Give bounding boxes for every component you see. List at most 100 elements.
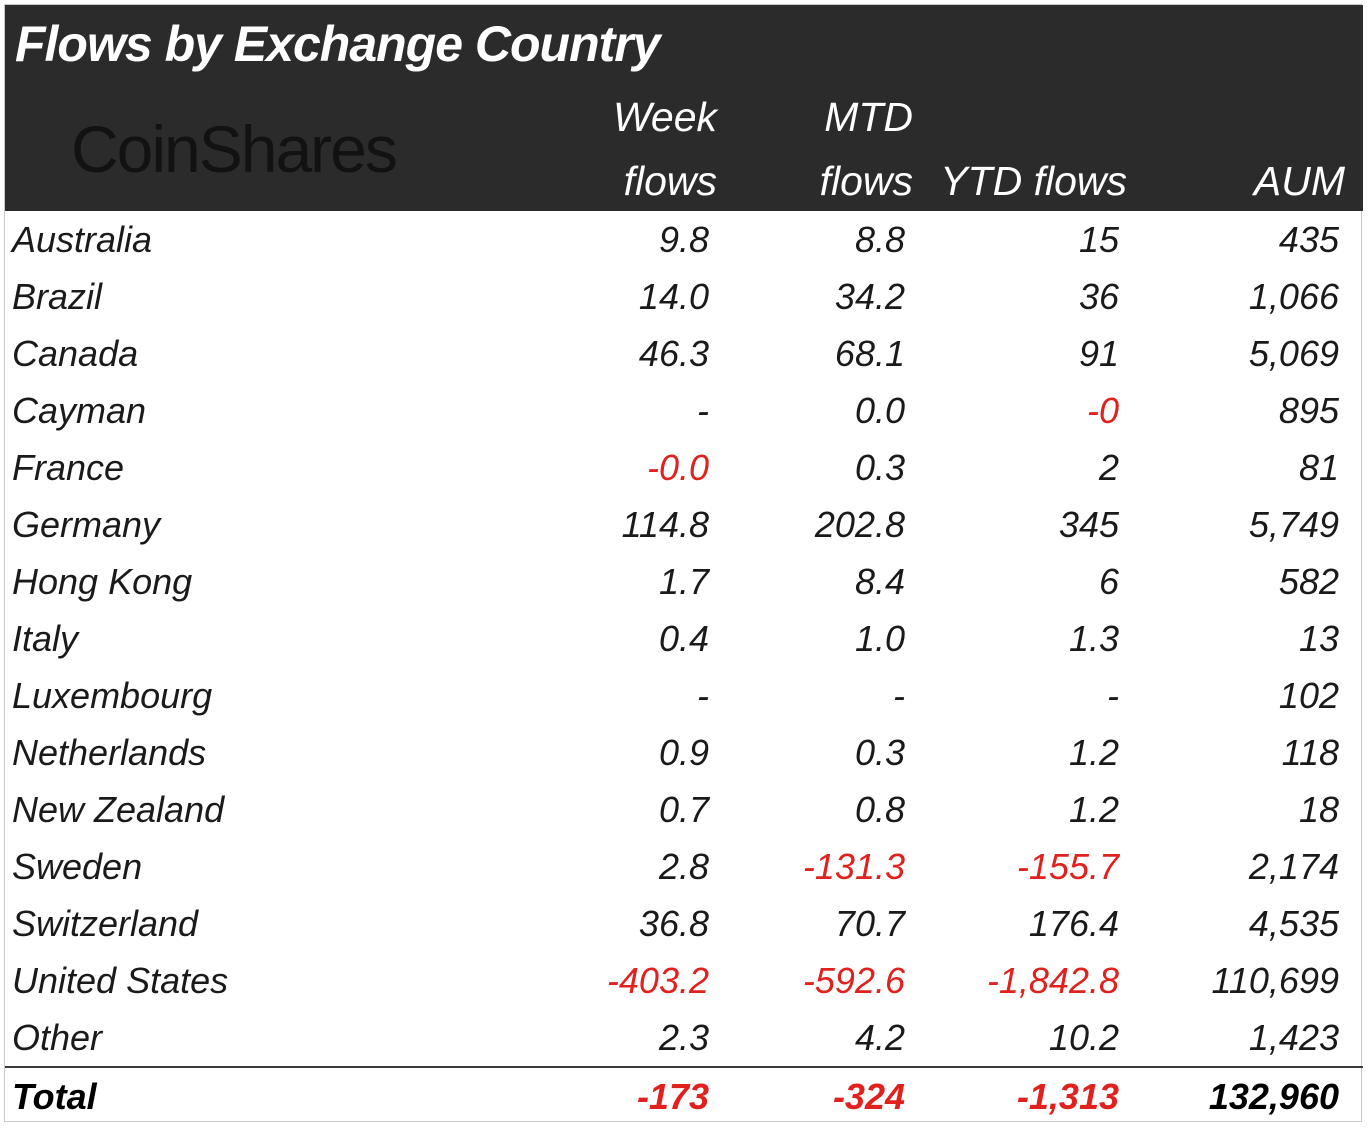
ytd-value: 91 bbox=[1078, 333, 1119, 374]
mtd-value: -131.3 bbox=[802, 846, 905, 887]
aum-value: 895 bbox=[1278, 390, 1339, 431]
mtd-value: 34.2 bbox=[834, 276, 905, 317]
country-name: Germany bbox=[12, 504, 161, 545]
total-aum-value: 132,960 bbox=[1208, 1076, 1339, 1117]
ytd-value: 1.2 bbox=[1068, 789, 1119, 830]
aum-value: 102 bbox=[1278, 675, 1339, 716]
table-row: Italy 0.4 1.0 1.3 13 bbox=[5, 610, 1363, 667]
column-header-ytd-flows: YTD flows bbox=[940, 149, 1127, 213]
week-value: 0.4 bbox=[658, 618, 709, 659]
total-week-value: -173 bbox=[636, 1076, 709, 1117]
column-header-week-line1: Week bbox=[612, 94, 717, 140]
table-row: United States -403.2 -592.6 -1,842.8 110,699 bbox=[5, 952, 1363, 1009]
total-label: Total bbox=[12, 1076, 97, 1117]
table-row: Canada 46.3 68.1 91 5,069 bbox=[5, 325, 1363, 382]
country-name: Switzerland bbox=[12, 903, 199, 944]
mtd-value: 0.8 bbox=[854, 789, 905, 830]
column-header-mtd-line2: flows bbox=[819, 158, 913, 204]
ytd-value: 10.2 bbox=[1048, 1017, 1119, 1058]
aum-value: 118 bbox=[1281, 732, 1339, 773]
aum-value: 5,069 bbox=[1248, 333, 1339, 374]
table-row: Netherlands 0.9 0.3 1.2 118 bbox=[5, 724, 1363, 781]
table-body: Australia 9.8 8.8 15 435 Brazil 14.0 34.2 36 1,06… bbox=[5, 211, 1363, 1124]
week-value: 114.8 bbox=[621, 504, 709, 545]
aum-value: 18 bbox=[1298, 789, 1339, 830]
table-row: Hong Kong 1.7 8.4 6 582 bbox=[5, 553, 1363, 610]
total-row: Total -173 -324 -1,313 132,960 bbox=[5, 1066, 1363, 1124]
coinshares-logo: CoinShares bbox=[71, 112, 398, 186]
week-value: 0.7 bbox=[658, 789, 709, 830]
table-row: Australia 9.8 8.8 15 435 bbox=[5, 211, 1363, 268]
column-header-ytd-label: YTD flows bbox=[940, 158, 1127, 204]
mtd-value: 4.2 bbox=[854, 1017, 905, 1058]
ytd-value: 36 bbox=[1078, 276, 1119, 317]
week-value: -403.2 bbox=[606, 960, 709, 1001]
aum-value: 13 bbox=[1298, 618, 1339, 659]
mtd-value: 0.3 bbox=[854, 447, 905, 488]
aum-value: 1,066 bbox=[1248, 276, 1339, 317]
column-header-aum-label: AUM bbox=[1253, 158, 1345, 204]
table-row: Luxembourg - - - 102 bbox=[5, 667, 1363, 724]
aum-value: 5,749 bbox=[1248, 504, 1339, 545]
aum-value: 1,423 bbox=[1248, 1017, 1339, 1058]
ytd-value: 1.3 bbox=[1068, 618, 1119, 659]
table-row: New Zealand 0.7 0.8 1.2 18 bbox=[5, 781, 1363, 838]
ytd-value: 6 bbox=[1098, 561, 1119, 602]
aum-value: 435 bbox=[1278, 219, 1339, 260]
country-name: Australia bbox=[12, 219, 153, 260]
ytd-value: -155.7 bbox=[1016, 846, 1119, 887]
total-ytd-value: -1,313 bbox=[1016, 1076, 1119, 1117]
flows-table-card: Flows by Exchange Country CoinShares Wee… bbox=[4, 4, 1363, 1124]
aum-value: 4,535 bbox=[1248, 903, 1339, 944]
aum-value: 110,699 bbox=[1211, 960, 1339, 1001]
week-value: 2.8 bbox=[658, 846, 709, 887]
column-header-mtd-line1: MTD bbox=[824, 94, 913, 140]
ytd-value: 176.4 bbox=[1028, 903, 1119, 944]
week-value: - bbox=[697, 390, 709, 431]
aum-value: 582 bbox=[1278, 561, 1339, 602]
country-name: Canada bbox=[12, 333, 139, 374]
week-value: - bbox=[697, 675, 709, 716]
week-value: 0.9 bbox=[658, 732, 709, 773]
aum-value: 81 bbox=[1298, 447, 1339, 488]
week-value: 1.7 bbox=[658, 561, 709, 602]
ytd-value: 345 bbox=[1058, 504, 1119, 545]
country-name: United States bbox=[12, 960, 229, 1001]
week-value: 46.3 bbox=[638, 333, 709, 374]
column-header-week-flows: Week flows bbox=[613, 85, 717, 213]
week-value: 36.8 bbox=[638, 903, 709, 944]
mtd-value: 202.8 bbox=[814, 504, 905, 545]
country-name: Brazil bbox=[12, 276, 103, 317]
country-name: Hong Kong bbox=[12, 561, 193, 602]
ytd-value: -1,842.8 bbox=[986, 960, 1119, 1001]
mtd-value: 0.0 bbox=[854, 390, 905, 431]
mtd-value: - bbox=[893, 675, 905, 716]
mtd-value: 8.8 bbox=[854, 219, 905, 260]
country-name: Luxembourg bbox=[12, 675, 213, 716]
mtd-value: 8.4 bbox=[854, 561, 905, 602]
column-header-aum: AUM bbox=[1254, 149, 1345, 213]
table-row: Cayman - 0.0 -0 895 bbox=[5, 382, 1363, 439]
ytd-value: -0 bbox=[1086, 390, 1119, 431]
aum-value: 2,174 bbox=[1248, 846, 1339, 887]
table-title: Flows by Exchange Country bbox=[15, 16, 661, 72]
week-value: 14.0 bbox=[638, 276, 709, 317]
column-header-mtd-flows: MTD flows bbox=[820, 85, 913, 213]
country-name: Other bbox=[12, 1017, 103, 1058]
mtd-value: -592.6 bbox=[802, 960, 905, 1001]
table-header: Flows by Exchange Country CoinShares Wee… bbox=[5, 5, 1363, 211]
column-header-week-line2: flows bbox=[623, 158, 717, 204]
total-mtd-value: -324 bbox=[832, 1076, 905, 1117]
mtd-value: 68.1 bbox=[834, 333, 905, 374]
country-name: Sweden bbox=[12, 846, 143, 887]
table-row: Brazil 14.0 34.2 36 1,066 bbox=[5, 268, 1363, 325]
ytd-value: - bbox=[1107, 675, 1119, 716]
country-name: Netherlands bbox=[12, 732, 207, 773]
table-row: Sweden 2.8 -131.3 -155.7 2,174 bbox=[5, 838, 1363, 895]
ytd-value: 2 bbox=[1098, 447, 1119, 488]
table-row: Germany 114.8 202.8 345 5,749 bbox=[5, 496, 1363, 553]
week-value: 9.8 bbox=[658, 219, 709, 260]
country-name: France bbox=[12, 447, 125, 488]
country-name: Cayman bbox=[12, 390, 147, 431]
table-row: Switzerland 36.8 70.7 176.4 4,535 bbox=[5, 895, 1363, 952]
